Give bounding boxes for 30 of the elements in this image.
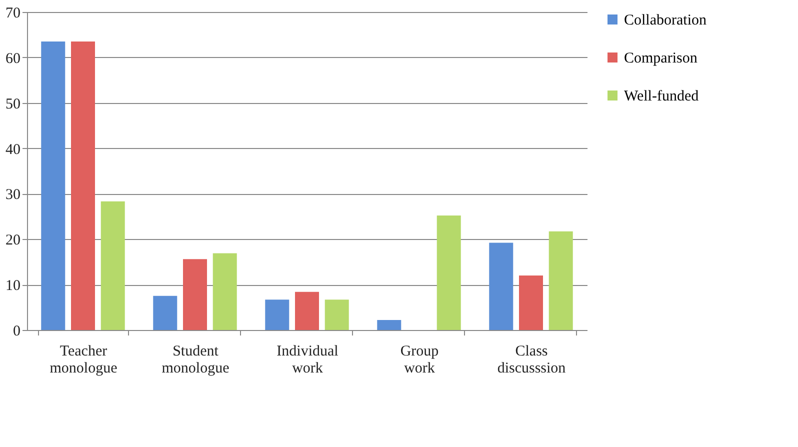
bar: [519, 275, 543, 330]
bar: [489, 242, 514, 330]
y-tick-label: 60: [6, 50, 20, 67]
bar: [436, 216, 461, 330]
y-tick-label: 20: [6, 232, 20, 249]
y-tick-label: 0: [13, 324, 20, 340]
x-tick-label: Class discusssion: [497, 344, 566, 376]
bar: [41, 42, 66, 330]
bar: [71, 42, 95, 330]
legend-label: Comparison: [624, 50, 698, 66]
bar: [548, 231, 573, 330]
bar: [295, 292, 319, 330]
legend-label: Well-funded: [624, 88, 700, 104]
bar: [212, 253, 237, 330]
y-tick-label: 30: [6, 187, 20, 204]
y-tick-label: 10: [6, 278, 20, 294]
y-tick-label: 40: [6, 142, 20, 158]
x-tick-label: Teacher monologue: [50, 344, 118, 376]
bar: [324, 300, 349, 330]
bar: [100, 201, 125, 330]
x-tick-label: Student monologue: [162, 344, 230, 376]
bar: [265, 300, 290, 330]
y-tick-label: 50: [6, 96, 20, 112]
x-tick-label: Individual work: [276, 344, 338, 376]
legend-label: Collaboration: [624, 12, 707, 28]
y-tick-label: 70: [6, 6, 20, 22]
bar: [153, 296, 178, 330]
bar: [377, 320, 402, 330]
bar: [183, 259, 207, 330]
x-tick-label: Group work: [400, 344, 439, 376]
